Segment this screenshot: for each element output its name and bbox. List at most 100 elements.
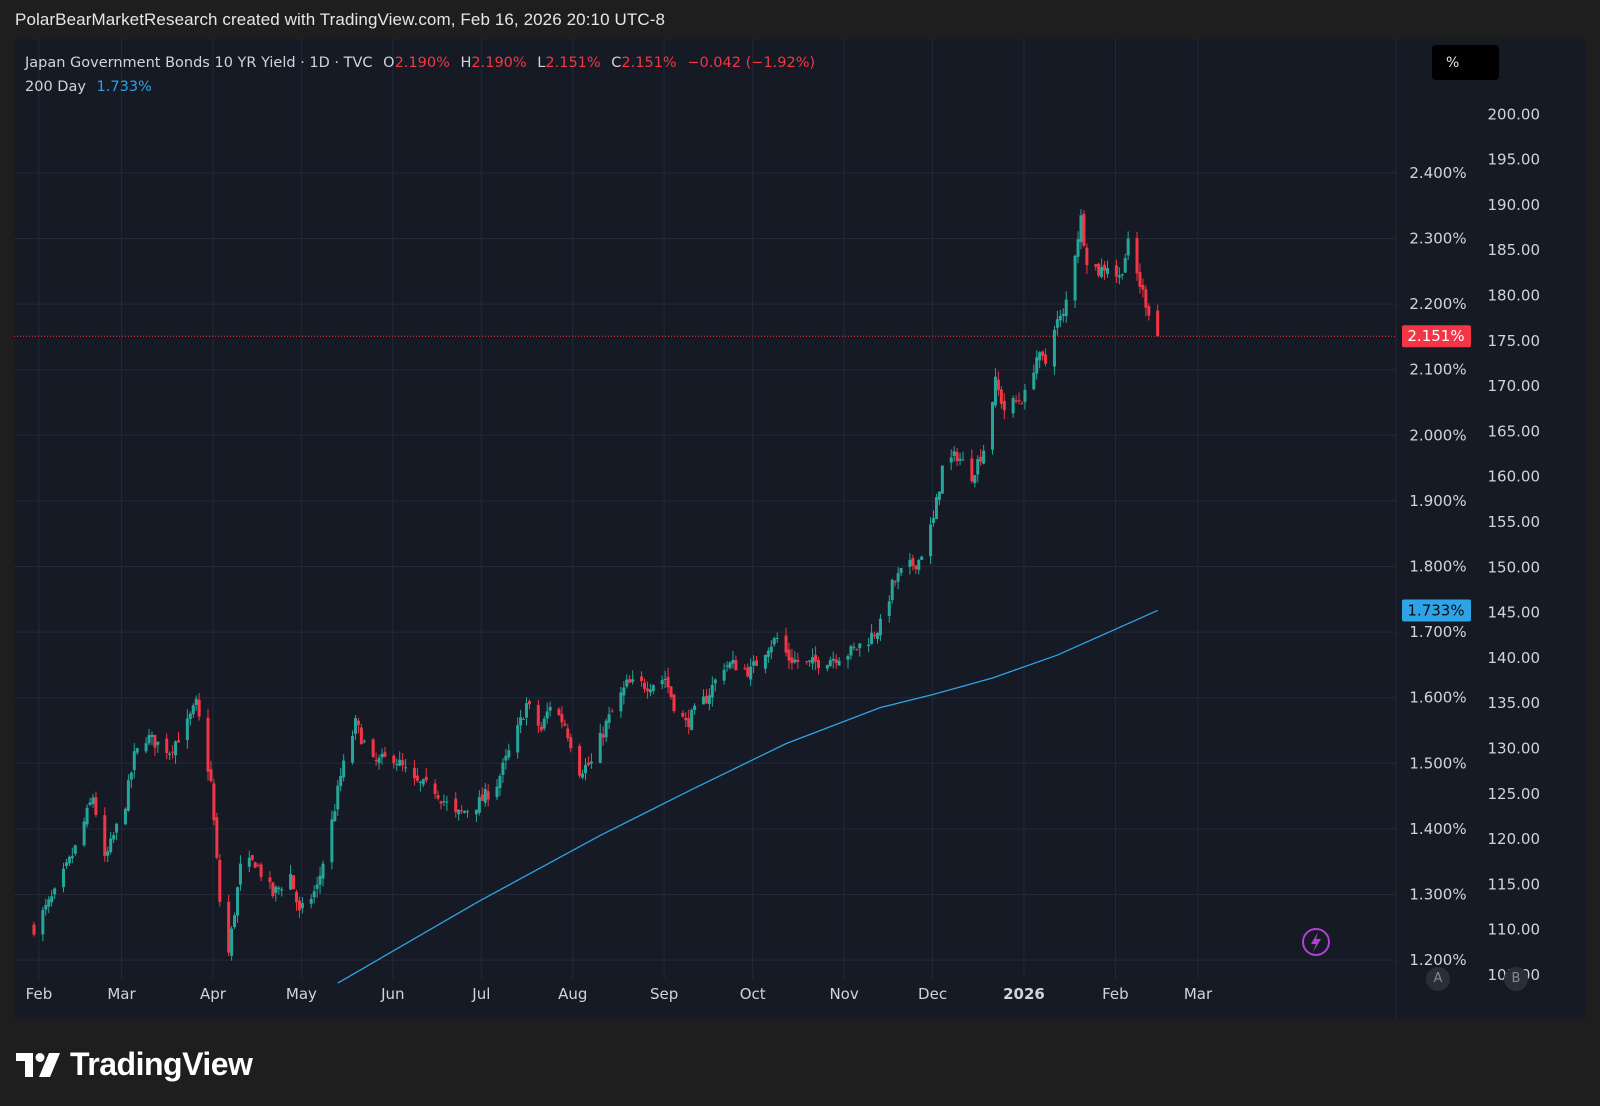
candle-body bbox=[548, 706, 552, 711]
candle bbox=[887, 595, 891, 623]
candle-body bbox=[115, 823, 119, 833]
candle-body bbox=[380, 753, 384, 758]
auto-scale-button[interactable]: A bbox=[1426, 967, 1450, 991]
candle-body bbox=[725, 665, 729, 667]
candle bbox=[374, 752, 378, 766]
candle bbox=[41, 906, 45, 942]
candle-body bbox=[601, 734, 605, 738]
candle-body bbox=[516, 725, 520, 753]
candle-body bbox=[917, 560, 921, 570]
candle bbox=[648, 683, 652, 697]
candle bbox=[256, 863, 260, 867]
candle bbox=[825, 664, 829, 672]
candle-body bbox=[85, 807, 89, 825]
y-tick-label-right: 155.00 bbox=[1488, 513, 1541, 531]
candle-body bbox=[560, 714, 564, 723]
ma-label[interactable]: 200 Day bbox=[25, 79, 86, 95]
candle bbox=[215, 812, 219, 860]
candle-body bbox=[1138, 272, 1142, 287]
candle-body bbox=[722, 669, 726, 681]
candle bbox=[793, 651, 797, 664]
candle bbox=[828, 656, 832, 667]
last-price-label: 2.151% bbox=[1407, 327, 1464, 345]
y-tick-label-percent: 1.600% bbox=[1409, 689, 1466, 707]
candle bbox=[330, 810, 334, 870]
candle bbox=[527, 699, 531, 710]
candle-body bbox=[129, 772, 133, 780]
candle-body bbox=[687, 718, 691, 728]
candle-body bbox=[88, 802, 92, 805]
candle bbox=[536, 700, 540, 733]
candle-body bbox=[999, 389, 1003, 404]
candle-body bbox=[212, 783, 216, 821]
candle-body bbox=[109, 838, 113, 853]
candle bbox=[238, 855, 242, 891]
candle bbox=[106, 846, 110, 863]
candle bbox=[1106, 260, 1110, 278]
candle bbox=[990, 401, 994, 455]
candle-body bbox=[1085, 247, 1089, 266]
candle bbox=[309, 894, 313, 909]
candle bbox=[569, 733, 573, 753]
candle bbox=[808, 660, 812, 667]
candle-body bbox=[1035, 357, 1039, 374]
candle-body bbox=[539, 726, 543, 731]
candle-body bbox=[67, 856, 71, 864]
candle bbox=[996, 371, 1000, 396]
replay-icon[interactable] bbox=[1302, 928, 1330, 956]
candle-body bbox=[584, 765, 588, 774]
candle bbox=[899, 567, 903, 577]
candle bbox=[1114, 259, 1118, 283]
y-tick-label-percent: 2.400% bbox=[1409, 164, 1466, 182]
candle bbox=[498, 773, 502, 797]
candle-body bbox=[168, 753, 172, 755]
candle bbox=[973, 474, 977, 488]
candle-body bbox=[519, 717, 523, 726]
candle-body bbox=[958, 458, 962, 461]
candle bbox=[103, 807, 107, 862]
candle bbox=[1126, 231, 1130, 261]
chart-panel[interactable]: 2.151% 1.733% Feb Mar Apr May Jun Jul Aug Sep Oct… bbox=[14, 39, 1586, 1019]
x-tick-label: Sep bbox=[650, 985, 678, 1003]
candle bbox=[796, 652, 800, 669]
candle bbox=[415, 767, 419, 783]
y-tick-label-percent: 2.200% bbox=[1409, 295, 1466, 313]
candle bbox=[112, 832, 116, 844]
candle bbox=[439, 800, 443, 810]
candle bbox=[755, 656, 759, 666]
candle bbox=[855, 648, 859, 652]
candle-body bbox=[230, 928, 234, 956]
candle bbox=[1141, 278, 1145, 298]
candle-body bbox=[1120, 274, 1124, 276]
candlestick-chart[interactable]: 2.151% 1.733% Feb Mar Apr May Jun Jul Aug Sep Oct… bbox=[14, 39, 1586, 1019]
candle bbox=[560, 706, 564, 729]
candle-body bbox=[990, 402, 994, 450]
symbol-label[interactable]: Japan Government Bonds 10 YR Yield · 1D … bbox=[25, 55, 373, 71]
candle bbox=[731, 650, 735, 669]
change-value: −0.042 (−1.92%) bbox=[687, 55, 816, 71]
candle bbox=[979, 448, 983, 466]
candle-body bbox=[483, 788, 487, 803]
candle bbox=[1135, 231, 1139, 281]
candle bbox=[395, 758, 399, 771]
candle bbox=[274, 885, 278, 902]
x-tick-label: Apr bbox=[200, 985, 227, 1003]
candle bbox=[1156, 304, 1160, 337]
candle-body bbox=[870, 632, 874, 645]
candle-body bbox=[1100, 267, 1104, 277]
log-scale-button[interactable]: B bbox=[1504, 967, 1528, 991]
unit-button[interactable]: % bbox=[1432, 45, 1499, 80]
candle bbox=[687, 709, 691, 735]
candle-body bbox=[1094, 264, 1098, 267]
candle bbox=[769, 640, 773, 660]
candle-body bbox=[961, 459, 965, 461]
x-tick-label: Dec bbox=[918, 985, 947, 1003]
candle bbox=[424, 768, 428, 783]
candle-body bbox=[194, 698, 198, 705]
candle-body bbox=[94, 797, 98, 815]
last-price-badge bbox=[1402, 325, 1471, 348]
candle bbox=[1055, 310, 1059, 336]
tradingview-logo[interactable]: TradingView bbox=[16, 1046, 253, 1083]
candle-body bbox=[300, 903, 304, 909]
candle-body bbox=[849, 646, 853, 656]
